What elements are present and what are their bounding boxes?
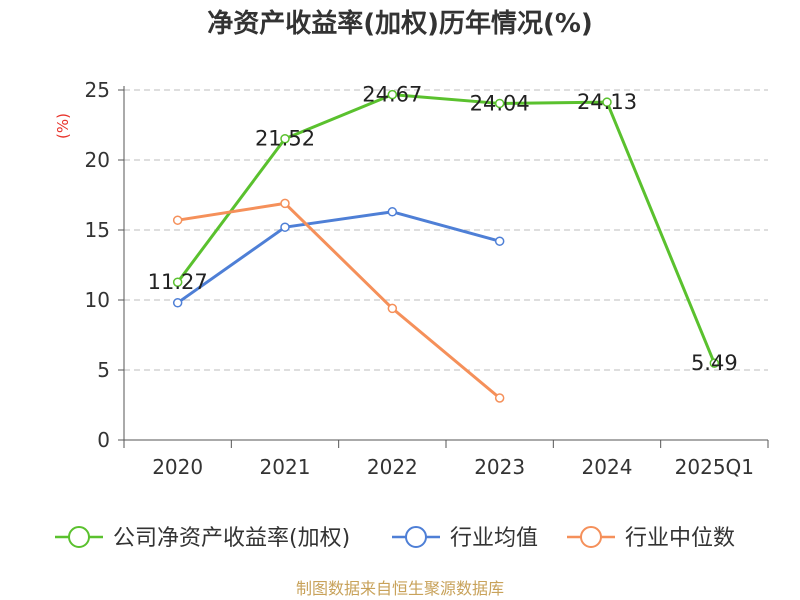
y-tick-label: 25 [85,78,110,102]
data-label: 11.27 [148,270,208,294]
x-tick-label: 2021 [260,455,311,479]
y-tick-label: 15 [85,218,110,242]
legend-item[interactable]: 公司净资产收益率(加权) [55,526,350,551]
series-line-1 [176,210,501,305]
series-line-0 [176,93,716,364]
y-tick-label: 20 [85,148,110,172]
legend-item[interactable]: 行业中位数 [567,526,735,551]
y-axis-unit: (%) [54,113,72,139]
data-label: 24.67 [362,83,422,107]
x-tick-label: 2022 [367,455,418,479]
data-point [387,207,398,217]
data-point [494,98,505,109]
legend-item[interactable]: 行业均值 [392,526,538,551]
data-point [172,215,183,225]
data-point [494,393,505,403]
data-point [280,133,290,144]
gridlines [124,89,768,371]
data-point [280,222,290,232]
data-label: 21.52 [255,127,315,151]
data-point [387,89,398,100]
series-layer [172,89,720,403]
data-point [387,303,398,314]
y-tick-label: 0 [97,428,110,452]
data-point [280,198,290,209]
y-tick-label: 10 [85,288,110,312]
legend-label: 行业均值 [450,526,538,551]
legend-label: 公司净资产收益率(加权) [113,526,350,551]
legend[interactable]: 公司净资产收益率(加权) 行业均值 行业中位数 [55,526,735,551]
data-point [172,298,183,308]
x-tick-label: 2025Q1 [675,455,754,479]
series-line-2 [177,201,501,400]
data-label: 5.49 [691,351,738,375]
y-tick-label: 5 [97,358,110,382]
legend-marker-icon [405,526,427,548]
chart-title: 净资产收益率(加权)历年情况(%) [207,8,593,39]
legend-marker-icon [68,526,90,548]
axes: 0 5 10 15 20 25 2020 2021 2022 2023 2024 2025Q1 [85,78,769,479]
data-point [172,277,183,287]
x-tick-label: 2023 [474,455,525,479]
data-point [602,97,612,107]
data-label: 24.04 [470,91,530,115]
source-note: 制图数据来自恒生聚源数据库 [296,579,504,598]
data-point [494,236,505,246]
data-labels: 11.27 21.52 24.67 24.04 24.13 5.49 [148,83,738,376]
data-point [709,358,720,368]
x-tick-label: 2020 [152,455,203,479]
legend-label: 行业中位数 [625,526,735,551]
data-label: 24.13 [577,90,637,114]
x-tick-label: 2024 [582,455,633,479]
legend-marker-icon [580,526,602,548]
